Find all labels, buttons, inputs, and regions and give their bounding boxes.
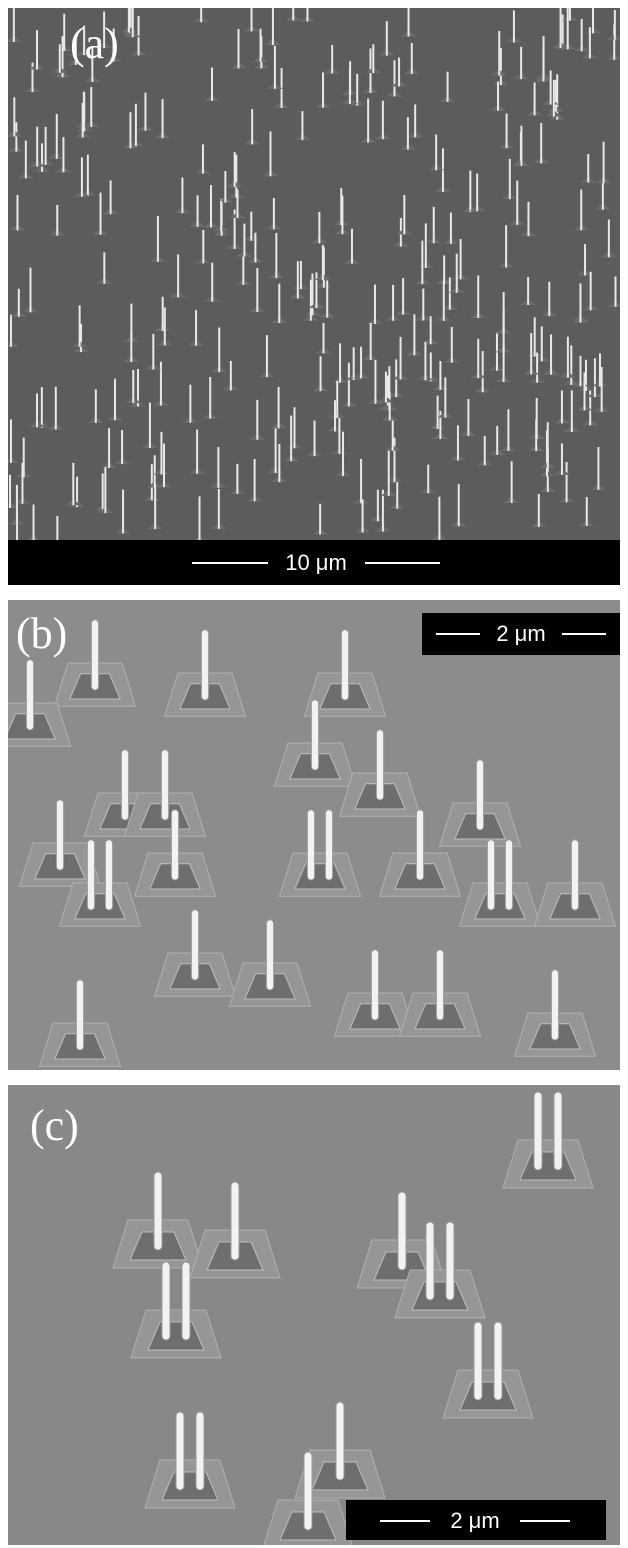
nanowire xyxy=(446,1222,454,1300)
nanowire xyxy=(26,660,33,730)
nanowire xyxy=(307,810,314,880)
nanowire xyxy=(76,980,83,1050)
nanowire xyxy=(376,730,383,800)
nanowire xyxy=(191,910,198,980)
nanowire xyxy=(416,810,423,880)
nanowire xyxy=(121,750,128,820)
nanowire xyxy=(171,810,178,880)
nanowire xyxy=(476,760,483,830)
nanowire xyxy=(56,800,63,870)
nanowire xyxy=(176,1412,184,1490)
nanowire xyxy=(494,1322,502,1400)
scale-bar-label: 2 μm xyxy=(496,621,545,646)
scale-bar-label: 10 μm xyxy=(285,550,347,575)
nanowire xyxy=(311,700,318,770)
panel-label: (a) xyxy=(70,19,119,68)
nanowire xyxy=(87,840,94,910)
panel-label: (b) xyxy=(16,609,67,658)
nanowire xyxy=(201,630,208,700)
nanowire xyxy=(325,810,332,880)
nanowire xyxy=(266,920,273,990)
figure: 10 μm (a) 2 μm (b) 2 μm (c) xyxy=(0,0,628,1548)
nanowire xyxy=(91,620,98,690)
nanowire xyxy=(571,840,578,910)
nanowire xyxy=(487,840,494,910)
nanowire xyxy=(436,950,443,1020)
nanowire xyxy=(304,1452,312,1530)
nanowire xyxy=(336,1402,344,1480)
nanowire xyxy=(196,1412,204,1490)
nanowire xyxy=(505,840,512,910)
nanowire xyxy=(554,1092,562,1170)
page: 10 μm (a) 2 μm (b) 2 μm (c) (() => { con… xyxy=(0,0,628,1548)
nanowire xyxy=(105,840,112,910)
nanowire xyxy=(182,1262,190,1340)
nanowire xyxy=(154,1172,162,1250)
nanowire xyxy=(551,970,558,1040)
panel-label: (c) xyxy=(30,1101,79,1150)
scale-bar-label: 2 μm xyxy=(450,1508,499,1533)
nanowire xyxy=(231,1182,239,1260)
nanowire xyxy=(162,1262,170,1340)
nanowire xyxy=(534,1092,542,1170)
nanowire xyxy=(426,1222,434,1300)
nanowire xyxy=(474,1322,482,1400)
nanowire xyxy=(398,1192,406,1270)
nanowire xyxy=(161,750,168,820)
nanowire xyxy=(371,950,378,1020)
nanowire xyxy=(341,630,348,700)
